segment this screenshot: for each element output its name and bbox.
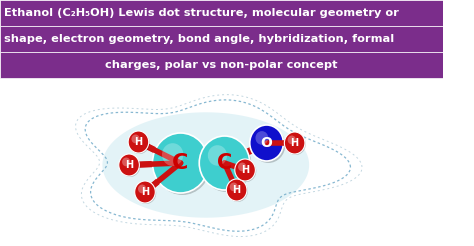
Circle shape bbox=[201, 138, 252, 192]
Text: H: H bbox=[125, 160, 133, 170]
FancyBboxPatch shape bbox=[0, 26, 443, 52]
Text: H: H bbox=[241, 165, 249, 175]
Text: shape, electron geometry, bond angle, hybridization, formal: shape, electron geometry, bond angle, hy… bbox=[4, 34, 394, 44]
Circle shape bbox=[199, 136, 250, 190]
Text: H: H bbox=[134, 137, 143, 147]
Circle shape bbox=[284, 132, 305, 154]
FancyBboxPatch shape bbox=[0, 0, 443, 26]
Circle shape bbox=[235, 159, 255, 181]
Circle shape bbox=[230, 183, 238, 191]
Circle shape bbox=[208, 145, 227, 166]
Circle shape bbox=[138, 184, 146, 193]
Circle shape bbox=[153, 133, 209, 193]
Circle shape bbox=[228, 180, 248, 202]
Circle shape bbox=[285, 133, 306, 155]
Text: Ethanol (C₂H₅OH) Lewis dot structure, molecular geometry or: Ethanol (C₂H₅OH) Lewis dot structure, mo… bbox=[4, 8, 399, 18]
Circle shape bbox=[236, 160, 256, 182]
Circle shape bbox=[136, 182, 156, 204]
Circle shape bbox=[135, 181, 155, 203]
Text: H: H bbox=[291, 138, 299, 148]
Circle shape bbox=[122, 157, 130, 166]
Text: H: H bbox=[141, 187, 149, 197]
Text: O: O bbox=[261, 136, 273, 150]
Text: H: H bbox=[233, 185, 241, 195]
Polygon shape bbox=[102, 112, 309, 218]
Circle shape bbox=[255, 131, 268, 145]
Circle shape bbox=[155, 135, 210, 195]
Circle shape bbox=[227, 179, 247, 201]
Circle shape bbox=[238, 163, 246, 171]
Circle shape bbox=[120, 155, 140, 177]
Circle shape bbox=[162, 143, 183, 166]
Text: C: C bbox=[173, 153, 189, 173]
Circle shape bbox=[128, 131, 149, 153]
Circle shape bbox=[119, 154, 139, 176]
Circle shape bbox=[250, 125, 283, 161]
FancyBboxPatch shape bbox=[0, 52, 443, 78]
Polygon shape bbox=[85, 100, 350, 231]
Circle shape bbox=[288, 136, 296, 144]
Text: charges, polar vs non-polar concept: charges, polar vs non-polar concept bbox=[105, 60, 338, 70]
Text: C: C bbox=[217, 153, 232, 173]
Circle shape bbox=[252, 127, 285, 163]
Circle shape bbox=[131, 135, 140, 143]
Circle shape bbox=[129, 132, 150, 154]
